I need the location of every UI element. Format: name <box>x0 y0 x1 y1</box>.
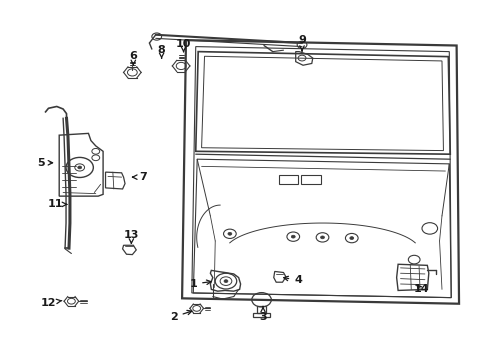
Text: 12: 12 <box>41 298 61 308</box>
Bar <box>278 175 298 184</box>
Circle shape <box>78 166 81 169</box>
Text: 14: 14 <box>412 284 428 294</box>
Text: 9: 9 <box>298 35 305 51</box>
Text: 6: 6 <box>129 51 137 65</box>
Text: 2: 2 <box>169 310 191 322</box>
Text: 7: 7 <box>132 172 147 182</box>
Text: 5: 5 <box>37 158 53 168</box>
Text: 1: 1 <box>189 279 211 289</box>
Text: 4: 4 <box>283 275 302 285</box>
Circle shape <box>291 235 295 238</box>
Bar <box>301 175 320 184</box>
Text: 8: 8 <box>158 45 165 58</box>
Text: 11: 11 <box>47 199 66 210</box>
Circle shape <box>227 232 231 235</box>
Text: 10: 10 <box>176 39 191 52</box>
Circle shape <box>349 237 353 239</box>
Circle shape <box>320 236 324 239</box>
Text: 3: 3 <box>259 306 266 322</box>
Circle shape <box>224 280 227 283</box>
Text: 13: 13 <box>123 230 139 243</box>
